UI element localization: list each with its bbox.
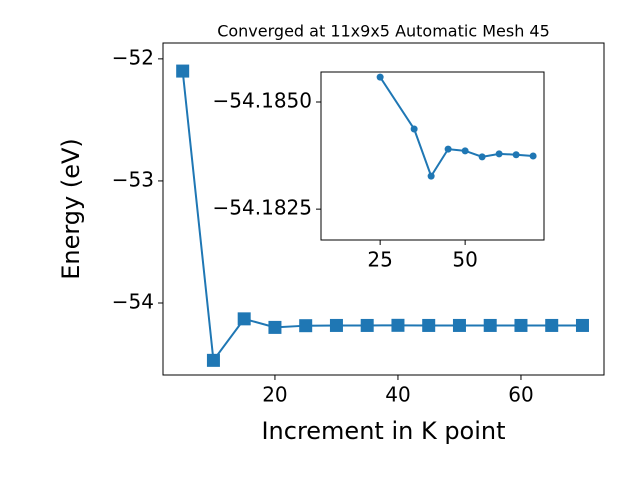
y-tick-label: −54.1850 — [213, 89, 312, 113]
x-tick-label: 40 — [385, 383, 410, 407]
marker — [206, 353, 220, 367]
y-tick-label: −53 — [112, 167, 154, 191]
y-tick-label: −54 — [112, 289, 154, 313]
x-tick-label: 20 — [262, 383, 287, 407]
marker — [422, 318, 436, 332]
marker — [575, 318, 589, 332]
y-tick-label: −54.1825 — [213, 196, 312, 220]
marker — [376, 73, 384, 81]
x-tick-label: 50 — [452, 248, 477, 272]
marker — [444, 145, 452, 153]
marker — [427, 172, 435, 180]
x-tick-label: 25 — [367, 248, 392, 272]
marker — [329, 318, 343, 332]
marker — [512, 151, 520, 159]
marker — [299, 319, 313, 333]
axes-frame — [162, 42, 605, 376]
marker — [529, 152, 537, 160]
x-axis-label: Increment in K point — [261, 417, 505, 445]
marker — [514, 318, 528, 332]
marker — [545, 318, 559, 332]
marker — [495, 150, 503, 158]
marker — [478, 153, 486, 161]
marker — [452, 318, 466, 332]
marker — [176, 64, 190, 78]
chart-title: Converged at 11x9x5 Automatic Mesh 45 — [217, 22, 550, 41]
marker — [268, 320, 282, 334]
axes-frame — [320, 71, 545, 241]
marker — [410, 125, 418, 133]
marker — [483, 318, 497, 332]
y-axis-label: Energy (eV) — [57, 138, 85, 280]
x-tick-label: 60 — [508, 383, 533, 407]
marker — [461, 147, 469, 155]
y-tick-label: −52 — [112, 45, 154, 69]
plot-area — [321, 72, 544, 240]
marker — [237, 312, 251, 326]
marker — [360, 318, 374, 332]
marker — [391, 318, 405, 332]
